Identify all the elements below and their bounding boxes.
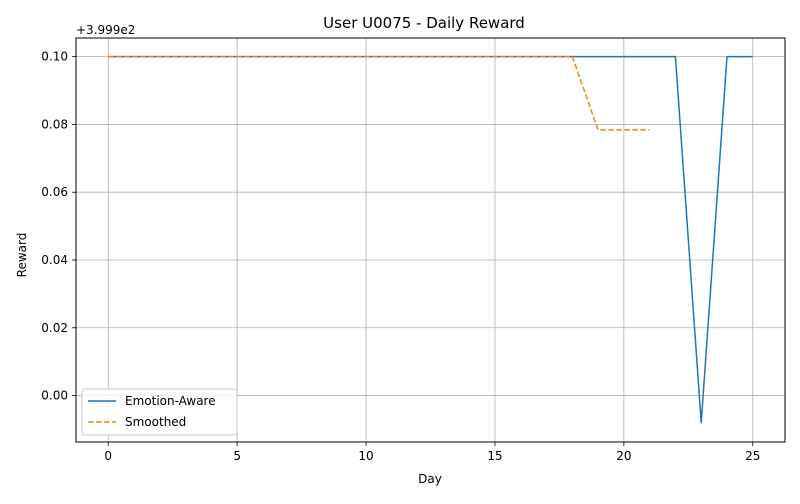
y-tick-label: 0.08 [41,117,68,131]
x-tick-label: 20 [616,449,631,463]
x-tick-label: 15 [487,449,502,463]
y-tick-label: 0.02 [41,321,68,335]
y-tick-label: 0.10 [41,50,68,64]
legend-box [81,388,238,436]
legend-label: Smoothed [125,415,186,429]
legend-label: Emotion-Aware [125,394,216,408]
x-axis-label: Day [418,472,442,486]
y-axis-label: Reward [15,233,29,278]
x-tick-label: 10 [358,449,373,463]
y-tick-label: 0.06 [41,185,68,199]
plot-frame [75,37,786,443]
series-lines [108,55,753,424]
grid [76,38,785,442]
x-tick-label: 25 [745,449,760,463]
x-tick-label: 0 [104,449,112,463]
x-tick-label: 5 [233,449,241,463]
legend: Emotion-Aware Smoothed [81,388,238,436]
y-tick-label: 0.04 [41,253,68,267]
y-axis-offset-label: +3.999e2 [76,23,135,37]
axis-ticks: 0 5 10 15 20 25 0.00 0.02 0.04 0.06 0.08 0.10 [41,50,760,463]
y-tick-label: 0.00 [41,389,68,403]
chart-title: User U0075 - Daily Reward [323,14,525,32]
series-line-smoothed [108,55,650,131]
